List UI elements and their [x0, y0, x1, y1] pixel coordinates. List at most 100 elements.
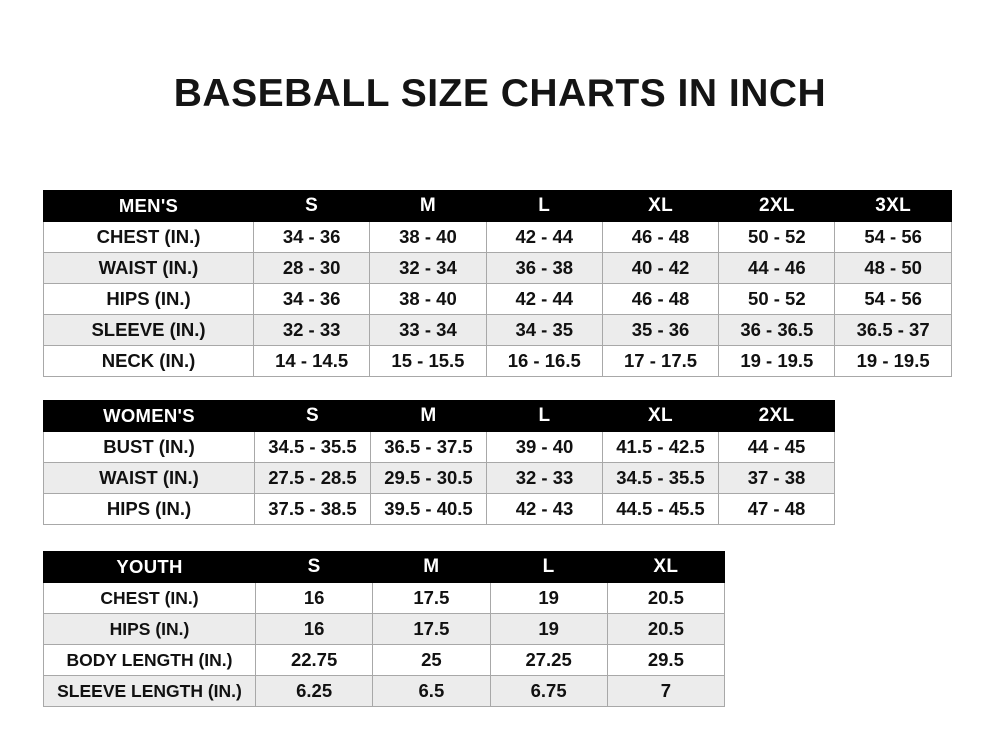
youth-measurement-value: 27.25 — [489, 644, 608, 676]
womens-measurement-value: 29.5 - 30.5 — [370, 462, 487, 494]
youth-measurement-value: 20.5 — [606, 582, 726, 614]
mens-column-header-xl: XL — [601, 190, 720, 222]
mens-measurement-value: 54 - 56 — [834, 283, 952, 315]
womens-column-header-m: M — [370, 400, 487, 432]
youth-measurement-value: 16 — [254, 613, 374, 645]
table-row: BODY LENGTH (IN.) 22.75 25 27.25 29.5 — [43, 644, 726, 676]
mens-measurement-value: 48 - 50 — [834, 252, 952, 284]
table-row: BUST (IN.) 34.5 - 35.5 36.5 - 37.5 39 - 40 4… — [43, 431, 835, 463]
youth-measurement-value: 19 — [489, 613, 608, 645]
youth-measurement-value: 6.5 — [372, 675, 491, 707]
mens-measurement-value: 33 - 34 — [369, 314, 487, 346]
youth-measurement-value: 22.75 — [254, 644, 374, 676]
mens-measurement-value: 54 - 56 — [834, 221, 952, 253]
mens-measurement-value: 38 - 40 — [369, 283, 487, 315]
mens-column-header-m: M — [369, 190, 487, 222]
table-row: CHEST (IN.) 34 - 36 38 - 40 42 - 44 46 - 48 5… — [43, 221, 952, 253]
youth-measurement-label: BODY LENGTH (IN.) — [43, 644, 256, 676]
mens-measurement-value: 34 - 36 — [252, 221, 371, 253]
mens-measurement-value: 32 - 34 — [369, 252, 487, 284]
womens-measurement-value: 44.5 - 45.5 — [602, 493, 719, 525]
womens-measurement-value: 34.5 - 35.5 — [602, 462, 719, 494]
mens-measurement-label: SLEEVE (IN.) — [43, 314, 254, 346]
mens-measurement-value: 34 - 35 — [485, 314, 603, 346]
youth-measurement-label: HIPS (IN.) — [43, 613, 256, 645]
youth-measurement-value: 6.25 — [254, 675, 374, 707]
table-row: HIPS (IN.) 37.5 - 38.5 39.5 - 40.5 42 - 43 4… — [43, 493, 835, 525]
youth-measurement-value: 25 — [372, 644, 491, 676]
youth-column-header-l: L — [489, 551, 608, 583]
youth-measurement-label: SLEEVE LENGTH (IN.) — [43, 675, 256, 707]
mens-measurement-value: 42 - 44 — [485, 283, 603, 315]
youth-measurement-value: 6.75 — [489, 675, 608, 707]
womens-column-header-2xl: 2XL — [718, 400, 835, 432]
mens-measurement-value: 35 - 36 — [601, 314, 720, 346]
womens-measurement-value: 36.5 - 37.5 — [370, 431, 487, 463]
mens-measurement-value: 44 - 46 — [718, 252, 836, 284]
page-title: BASEBALL SIZE CHARTS IN INCH — [173, 72, 827, 115]
womens-column-header-l: L — [486, 400, 603, 432]
youth-measurement-value: 19 — [489, 582, 608, 614]
mens-measurement-label: HIPS (IN.) — [43, 283, 254, 315]
mens-measurement-value: 36 - 36.5 — [718, 314, 836, 346]
mens-measurement-value: 46 - 48 — [601, 221, 720, 253]
mens-measurement-value: 46 - 48 — [601, 283, 720, 315]
youth-measurement-value: 7 — [606, 675, 726, 707]
mens-header-row: MEN'S S M L XL 2XL 3XL — [43, 190, 952, 222]
youth-column-header-s: S — [254, 551, 374, 583]
womens-measurement-value: 34.5 - 35.5 — [254, 431, 371, 463]
mens-measurement-value: 34 - 36 — [252, 283, 371, 315]
mens-measurement-value: 40 - 42 — [601, 252, 720, 284]
womens-measurement-value: 41.5 - 42.5 — [602, 431, 719, 463]
womens-measurement-value: 42 - 43 — [486, 493, 603, 525]
youth-measurement-value: 20.5 — [606, 613, 726, 645]
womens-measurement-value: 39.5 - 40.5 — [370, 493, 487, 525]
womens-measurement-label: BUST (IN.) — [43, 431, 255, 463]
youth-header-row: YOUTH S M L XL — [43, 551, 726, 583]
youth-measurement-value: 17.5 — [372, 582, 491, 614]
mens-measurement-value: 36.5 - 37 — [834, 314, 952, 346]
womens-measurement-value: 37.5 - 38.5 — [254, 493, 371, 525]
mens-column-header-l: L — [485, 190, 603, 222]
mens-measurement-value: 17 - 17.5 — [601, 345, 720, 377]
mens-measurement-label: WAIST (IN.) — [43, 252, 254, 284]
mens-measurement-value: 15 - 15.5 — [369, 345, 487, 377]
table-row: SLEEVE LENGTH (IN.) 6.25 6.5 6.75 7 — [43, 675, 726, 707]
table-row: NECK (IN.) 14 - 14.5 15 - 15.5 16 - 16.5 17 … — [43, 345, 952, 377]
mens-measurement-value: 19 - 19.5 — [718, 345, 836, 377]
mens-measurement-value: 16 - 16.5 — [485, 345, 603, 377]
womens-measurement-value: 37 - 38 — [718, 462, 835, 494]
mens-measurement-label: CHEST (IN.) — [43, 221, 254, 253]
womens-measurement-value: 39 - 40 — [486, 431, 603, 463]
mens-measurement-value: 36 - 38 — [485, 252, 603, 284]
womens-measurement-label: WAIST (IN.) — [43, 462, 255, 494]
table-row: WAIST (IN.) 27.5 - 28.5 29.5 - 30.5 32 - 33… — [43, 462, 835, 494]
youth-measurement-label: CHEST (IN.) — [43, 582, 256, 614]
mens-measurement-value: 14 - 14.5 — [252, 345, 371, 377]
womens-measurement-value: 44 - 45 — [718, 431, 835, 463]
mens-measurement-value: 50 - 52 — [718, 283, 836, 315]
mens-measurement-label: NECK (IN.) — [43, 345, 254, 377]
mens-size-table: MEN'S S M L XL 2XL 3XL CHEST (IN.) 34 - 36 38 - 4… — [43, 190, 952, 377]
mens-measurement-value: 38 - 40 — [369, 221, 487, 253]
womens-measurement-label: HIPS (IN.) — [43, 493, 255, 525]
youth-measurement-value: 17.5 — [372, 613, 491, 645]
table-row: SLEEVE (IN.) 32 - 33 33 - 34 34 - 35 35 - 36… — [43, 314, 952, 346]
mens-column-header-3xl: 3XL — [834, 190, 952, 222]
womens-measurement-value: 47 - 48 — [718, 493, 835, 525]
womens-column-header-s: S — [254, 400, 371, 432]
table-row: CHEST (IN.) 16 17.5 19 20.5 — [43, 582, 726, 614]
youth-measurement-value: 16 — [254, 582, 374, 614]
youth-measurement-value: 29.5 — [606, 644, 726, 676]
mens-column-header-2xl: 2XL — [718, 190, 836, 222]
mens-measurement-value: 19 - 19.5 — [834, 345, 952, 377]
youth-column-header-xl: XL — [606, 551, 726, 583]
womens-column-header-xl: XL — [602, 400, 719, 432]
mens-category-label: MEN'S — [43, 190, 254, 222]
table-row: HIPS (IN.) 34 - 36 38 - 40 42 - 44 46 - 48 50… — [43, 283, 952, 315]
mens-measurement-value: 28 - 30 — [252, 252, 371, 284]
youth-column-header-m: M — [372, 551, 491, 583]
womens-measurement-value: 27.5 - 28.5 — [254, 462, 371, 494]
womens-header-row: WOMEN'S S M L XL 2XL — [43, 400, 835, 432]
mens-measurement-value: 50 - 52 — [718, 221, 836, 253]
